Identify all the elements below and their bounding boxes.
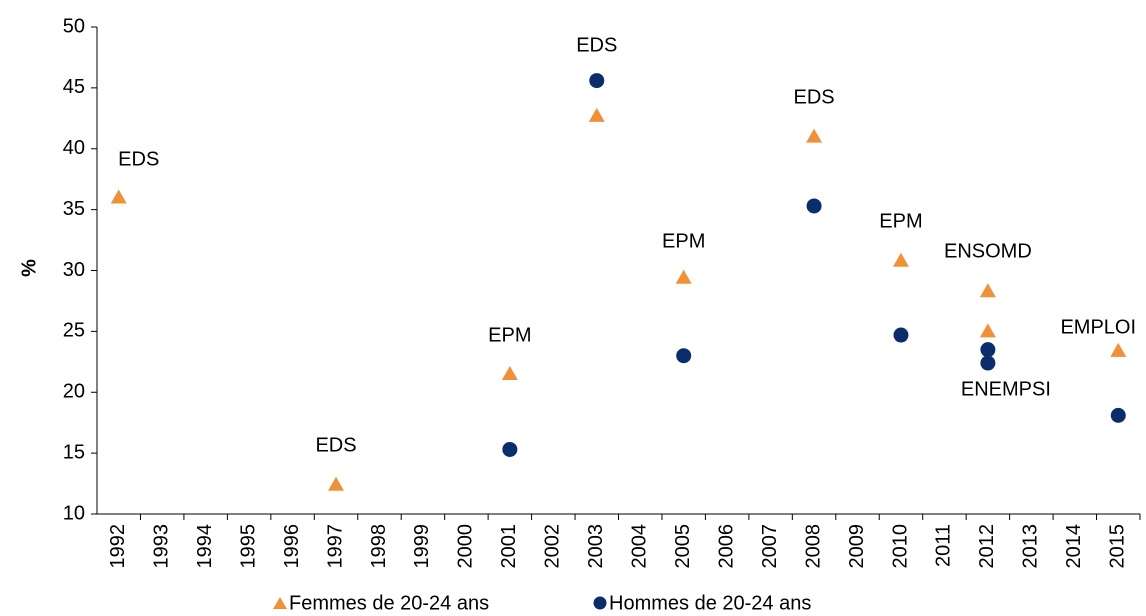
circle-marker [589,73,605,89]
x-tick-label: 2006 [715,524,737,569]
annotation: ENSOMD [944,240,1032,262]
circle-marker [893,327,909,343]
triangle-marker [979,283,996,298]
triangle-marker [806,128,823,143]
circle-marker [676,348,692,364]
x-tick-label: 2013 [1020,524,1042,569]
annotation: EPM [662,230,705,252]
y-tick-label: 10 [63,502,85,524]
x-tick-label: 1996 [281,524,303,569]
x-tick-label: 1997 [324,524,346,569]
y-tick-label: 50 [63,15,85,37]
x-tick-label: 1995 [237,524,259,569]
triangle-marker [110,189,127,204]
x-tick-label: 1998 [368,524,390,569]
annotation: EMPLOI [1060,316,1136,338]
triangle-marker [892,252,909,267]
annotation: EDS [118,148,159,170]
annotation: EDS [576,34,617,56]
x-tick-label: 2002 [542,524,564,569]
x-tick-label: 1992 [107,524,129,569]
legend-label: Hommes de 20-24 ans [609,592,811,614]
circle-marker [1110,407,1126,423]
triangle-marker [501,365,518,380]
x-tick-label: 2001 [498,524,520,569]
y-tick-label: 30 [63,259,85,281]
annotation: EDS [794,86,835,108]
y-tick-label: 35 [63,198,85,220]
triangle-marker [588,107,605,122]
annotation: ENEMPSI [961,378,1051,400]
triangle-marker [979,323,996,338]
x-tick-label: 2004 [629,524,651,569]
circle-marker [980,342,996,358]
circle-marker [502,441,518,457]
x-tick-label: 2007 [759,524,781,569]
x-tick-label: 2005 [672,524,694,569]
legend-label: Femmes de 20-24 ans [289,592,489,614]
x-tick-label: 2012 [976,524,998,569]
x-tick-label: 2009 [846,524,868,569]
triangle-marker [1110,342,1127,357]
x-tick-label: 2003 [585,524,607,569]
annotation: EDS [315,434,356,456]
x-tick-label: 2014 [1063,524,1085,569]
y-tick-label: 45 [63,76,85,98]
x-tick-label: 1994 [194,524,216,569]
legend-swatch [593,596,607,610]
legend-swatch [273,597,287,609]
triangle-marker [328,476,345,491]
y-tick-label: 25 [63,320,85,342]
x-tick-label: 1999 [411,524,433,569]
y-tick-label: 15 [63,441,85,463]
x-tick-label: 2000 [455,524,477,569]
annotation: EPM [488,324,531,346]
y-axis-label: % [18,259,40,277]
circle-marker [806,198,822,214]
y-tick-label: 40 [63,137,85,159]
y-tick-label: 20 [63,381,85,403]
x-tick-label: 2011 [933,524,955,567]
triangle-marker [675,269,692,284]
x-tick-label: 2015 [1107,524,1129,569]
x-tick-label: 1993 [150,524,172,569]
circle-marker [980,355,996,371]
x-tick-label: 2008 [802,524,824,569]
annotation: EPM [879,210,922,232]
x-tick-label: 2010 [889,524,911,569]
